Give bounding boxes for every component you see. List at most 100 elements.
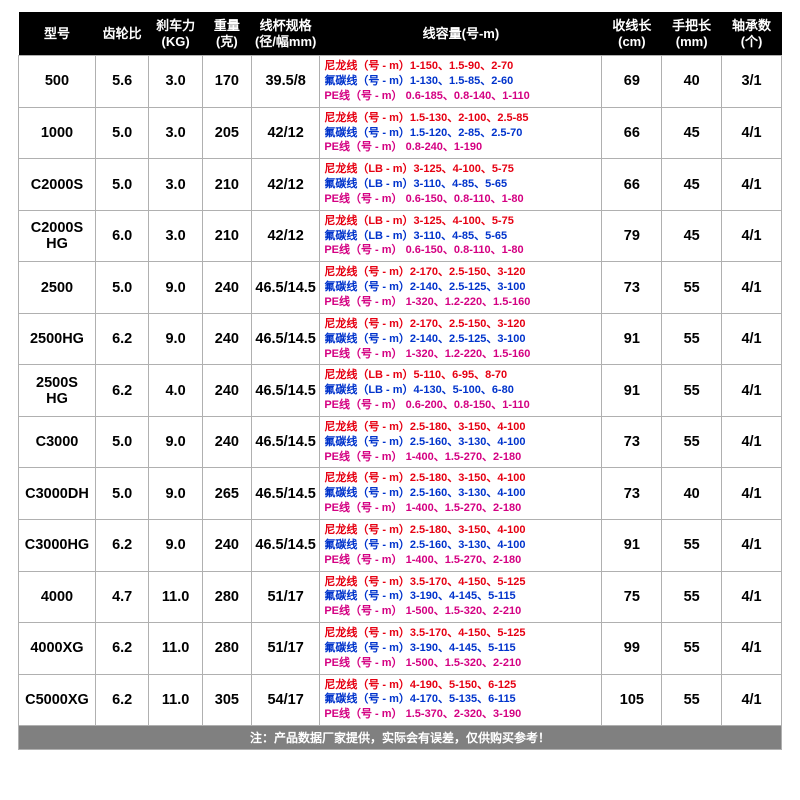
cell-capacity: 尼龙线（号 - m）3.5-170、4-150、5-125氟碳线（号 - m）3… [320,571,602,623]
cell-gear: 5.6 [95,56,148,108]
cell-wt: 210 [202,210,251,262]
footer-note: 注：产品数据厂家提供，实际会有误差，仅供购买参考！ [19,726,782,750]
cell-retrieve: 91 [602,365,662,417]
cell-retrieve: 91 [602,313,662,365]
capacity-pe: PE线（号 - m） 1-500、1.5-320、2-210 [324,656,597,671]
cell-handle: 55 [662,674,722,726]
col-header-5: 线容量(号-m) [320,12,602,56]
col-header-8: 轴承数(个) [722,12,782,56]
cell-bearing: 4/1 [722,210,782,262]
capacity-fluoro: 氟碳线（号 - m）2.5-160、3-130、4-100 [324,486,597,501]
capacity-nylon: 尼龙线（LB - m）3-125、4-100、5-75 [324,214,597,229]
cell-wt: 240 [202,519,251,571]
cell-drag: 9.0 [149,416,202,468]
cell-model: C2000S [19,159,96,211]
cell-gear: 6.2 [95,365,148,417]
cell-gear: 6.2 [95,519,148,571]
col-header-4: 线杯规格(径/幅mm) [251,12,319,56]
cell-capacity: 尼龙线（号 - m）4-190、5-150、6-125氟碳线（号 - m）4-1… [320,674,602,726]
capacity-pe: PE线（号 - m） 0.6-150、0.8-110、1-80 [324,243,597,258]
cell-spool: 46.5/14.5 [251,468,319,520]
cell-handle: 55 [662,623,722,675]
capacity-fluoro: 氟碳线（LB - m）3-110、4-85、5-65 [324,229,597,244]
cell-retrieve: 73 [602,416,662,468]
cell-handle: 45 [662,107,722,159]
capacity-fluoro: 氟碳线（号 - m）2.5-160、3-130、4-100 [324,435,597,450]
cell-capacity: 尼龙线（LB - m）5-110、6-95、8-70氟碳线（LB - m）4-1… [320,365,602,417]
cell-spool: 46.5/14.5 [251,262,319,314]
cell-wt: 170 [202,56,251,108]
cell-model: 1000 [19,107,96,159]
cell-capacity: 尼龙线（号 - m）1.5-130、2-100、2.5-85氟碳线（号 - m）… [320,107,602,159]
cell-gear: 6.0 [95,210,148,262]
cell-model: 2500HG [19,313,96,365]
col-header-0: 型号 [19,12,96,56]
cell-bearing: 3/1 [722,56,782,108]
col-header-6: 收线长(cm) [602,12,662,56]
cell-handle: 45 [662,210,722,262]
cell-wt: 205 [202,107,251,159]
cell-wt: 280 [202,571,251,623]
cell-handle: 55 [662,365,722,417]
cell-retrieve: 66 [602,107,662,159]
cell-handle: 55 [662,416,722,468]
capacity-nylon: 尼龙线（号 - m）4-190、5-150、6-125 [324,678,597,693]
cell-gear: 6.2 [95,674,148,726]
cell-retrieve: 91 [602,519,662,571]
capacity-pe: PE线（号 - m） 0.6-200、0.8-150、1-110 [324,398,597,413]
capacity-nylon: 尼龙线（号 - m）1.5-130、2-100、2.5-85 [324,111,597,126]
capacity-nylon: 尼龙线（号 - m）1-150、1.5-90、2-70 [324,59,597,74]
cell-model: 2500SHG [19,365,96,417]
cell-bearing: 4/1 [722,313,782,365]
table-body: 5005.63.017039.5/8尼龙线（号 - m）1-150、1.5-90… [19,56,782,726]
col-header-1: 齿轮比 [95,12,148,56]
capacity-fluoro: 氟碳线（号 - m）1.5-120、2-85、2.5-70 [324,126,597,141]
cell-handle: 45 [662,159,722,211]
table-row: 10005.03.020542/12尼龙线（号 - m）1.5-130、2-10… [19,107,782,159]
table-row: C2000SHG6.03.021042/12尼龙线（LB - m）3-125、4… [19,210,782,262]
cell-spool: 46.5/14.5 [251,416,319,468]
cell-drag: 3.0 [149,159,202,211]
col-header-2: 刹车力(KG) [149,12,202,56]
capacity-fluoro: 氟碳线（号 - m）2-140、2.5-125、3-100 [324,332,597,347]
cell-model: 2500 [19,262,96,314]
cell-bearing: 4/1 [722,365,782,417]
table-row: C3000HG6.29.024046.5/14.5尼龙线（号 - m）2.5-1… [19,519,782,571]
cell-drag: 3.0 [149,210,202,262]
cell-gear: 5.0 [95,159,148,211]
cell-wt: 210 [202,159,251,211]
cell-spool: 54/17 [251,674,319,726]
cell-retrieve: 69 [602,56,662,108]
cell-handle: 55 [662,571,722,623]
cell-model: C3000DH [19,468,96,520]
cell-spool: 39.5/8 [251,56,319,108]
cell-model: C3000 [19,416,96,468]
spec-table: 型号齿轮比刹车力(KG)重量(克)线杯规格(径/幅mm)线容量(号-m)收线长(… [18,12,782,750]
capacity-fluoro: 氟碳线（号 - m）1-130、1.5-85、2-60 [324,74,597,89]
cell-drag: 11.0 [149,571,202,623]
table-row: 4000XG6.211.028051/17尼龙线（号 - m）3.5-170、4… [19,623,782,675]
cell-model: 500 [19,56,96,108]
capacity-fluoro: 氟碳线（号 - m）4-170、5-135、6-115 [324,692,597,707]
cell-bearing: 4/1 [722,416,782,468]
cell-gear: 5.0 [95,107,148,159]
cell-wt: 240 [202,313,251,365]
cell-bearing: 4/1 [722,107,782,159]
cell-spool: 42/12 [251,159,319,211]
cell-gear: 5.0 [95,416,148,468]
cell-model: 4000XG [19,623,96,675]
capacity-fluoro: 氟碳线（号 - m）2-140、2.5-125、3-100 [324,280,597,295]
cell-spool: 46.5/14.5 [251,365,319,417]
cell-bearing: 4/1 [722,571,782,623]
cell-wt: 240 [202,262,251,314]
cell-retrieve: 66 [602,159,662,211]
table-row: 25005.09.024046.5/14.5尼龙线（号 - m）2-170、2.… [19,262,782,314]
capacity-fluoro: 氟碳线（LB - m）4-130、5-100、6-80 [324,383,597,398]
cell-bearing: 4/1 [722,262,782,314]
cell-retrieve: 73 [602,262,662,314]
cell-drag: 3.0 [149,56,202,108]
capacity-nylon: 尼龙线（号 - m）2-170、2.5-150、3-120 [324,265,597,280]
table-row: C5000XG6.211.030554/17尼龙线（号 - m）4-190、5-… [19,674,782,726]
capacity-pe: PE线（号 - m） 0.6-150、0.8-110、1-80 [324,192,597,207]
col-header-3: 重量(克) [202,12,251,56]
